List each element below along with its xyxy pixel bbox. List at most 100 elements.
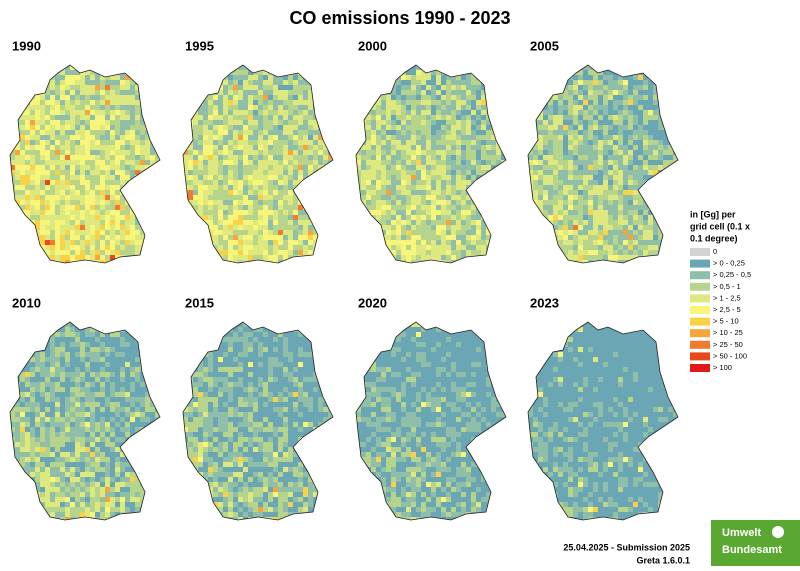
map-cell bbox=[218, 185, 223, 190]
map-cell bbox=[203, 250, 208, 255]
map-cell bbox=[548, 165, 553, 170]
map-cell bbox=[431, 190, 436, 195]
map-cell bbox=[613, 240, 618, 245]
map-cell bbox=[243, 150, 248, 155]
map-cell bbox=[421, 70, 426, 75]
map-cell bbox=[643, 140, 648, 145]
map-cell bbox=[456, 75, 461, 80]
map-cell bbox=[538, 90, 543, 95]
map-cell bbox=[288, 140, 293, 145]
map-cell bbox=[573, 135, 578, 140]
map-cell bbox=[203, 155, 208, 160]
map-cell bbox=[548, 195, 553, 200]
map-cell bbox=[238, 250, 243, 255]
map-cell bbox=[60, 75, 65, 80]
map-cell bbox=[15, 240, 20, 245]
map-cell bbox=[105, 140, 110, 145]
map-cell bbox=[10, 95, 15, 100]
map-cell bbox=[130, 342, 135, 347]
map-cell bbox=[406, 245, 411, 250]
map-cell bbox=[313, 190, 318, 195]
map-cell bbox=[50, 255, 55, 260]
map-cell bbox=[563, 65, 568, 70]
map-cell bbox=[105, 235, 110, 240]
map-cell bbox=[293, 150, 298, 155]
map-cell bbox=[55, 135, 60, 140]
map-cell bbox=[243, 250, 248, 255]
map-cell bbox=[293, 100, 298, 105]
map-cell bbox=[25, 85, 30, 90]
map-cell bbox=[313, 150, 318, 155]
map-cell bbox=[95, 205, 100, 210]
map-cell bbox=[283, 140, 288, 145]
map-cell bbox=[481, 65, 486, 70]
map-cell bbox=[208, 260, 213, 263]
map-cell bbox=[548, 170, 553, 175]
map-cell bbox=[15, 170, 20, 175]
map-cell bbox=[653, 155, 658, 160]
map-cell bbox=[10, 235, 15, 240]
map-cell bbox=[613, 135, 618, 140]
map-cell bbox=[436, 190, 441, 195]
map-cell bbox=[328, 165, 333, 170]
map-cell bbox=[376, 255, 381, 260]
map-cell bbox=[203, 195, 208, 200]
map-cell bbox=[663, 170, 668, 175]
map-cell bbox=[583, 195, 588, 200]
map-cell bbox=[115, 240, 120, 245]
map-cell bbox=[406, 70, 411, 75]
map-cell bbox=[115, 165, 120, 170]
map-cell bbox=[10, 125, 15, 130]
map-cell bbox=[618, 255, 623, 260]
map-cell bbox=[193, 105, 198, 110]
map-cell bbox=[298, 110, 303, 115]
map-cell bbox=[553, 215, 558, 220]
map-cell bbox=[426, 230, 431, 235]
map-cell bbox=[588, 195, 593, 200]
map-cell bbox=[366, 160, 371, 165]
map-cell bbox=[658, 180, 663, 185]
map-cell bbox=[65, 205, 70, 210]
map-cell bbox=[456, 80, 461, 85]
map-cell bbox=[283, 180, 288, 185]
map-cell bbox=[533, 245, 538, 250]
map-cell bbox=[486, 140, 491, 145]
map-cell bbox=[401, 145, 406, 150]
map-cell bbox=[253, 195, 258, 200]
map-cell bbox=[376, 260, 381, 263]
map-cell bbox=[603, 65, 608, 70]
map-cell bbox=[105, 130, 110, 135]
map-cell bbox=[60, 190, 65, 195]
map-cell bbox=[238, 130, 243, 135]
map-cell bbox=[70, 250, 75, 255]
map-cell bbox=[421, 255, 426, 260]
map-cell bbox=[613, 215, 618, 220]
map-cell bbox=[313, 90, 318, 95]
map-cell bbox=[228, 195, 233, 200]
map-cell bbox=[361, 235, 366, 240]
map-cell bbox=[30, 65, 35, 70]
map-cell bbox=[386, 70, 391, 75]
map-cell bbox=[653, 145, 658, 150]
map-cell bbox=[150, 110, 155, 115]
map-cell bbox=[416, 200, 421, 205]
map-cell bbox=[496, 255, 501, 260]
map-cell bbox=[223, 245, 228, 250]
map-cell bbox=[85, 337, 90, 342]
map-cell bbox=[278, 210, 283, 215]
map-cell bbox=[658, 150, 663, 155]
map-cell bbox=[548, 225, 553, 230]
map-cell bbox=[35, 120, 40, 125]
map-cell bbox=[100, 160, 105, 165]
map-cell bbox=[588, 210, 593, 215]
map-cell bbox=[381, 100, 386, 105]
map bbox=[9, 321, 161, 521]
map-cell bbox=[288, 95, 293, 100]
map-cell bbox=[558, 205, 563, 210]
map-cell bbox=[145, 250, 150, 255]
map-cell bbox=[198, 115, 203, 120]
map-cell bbox=[60, 327, 65, 332]
map-cell bbox=[268, 145, 273, 150]
map-cell bbox=[501, 115, 506, 120]
map-cell bbox=[193, 230, 198, 235]
